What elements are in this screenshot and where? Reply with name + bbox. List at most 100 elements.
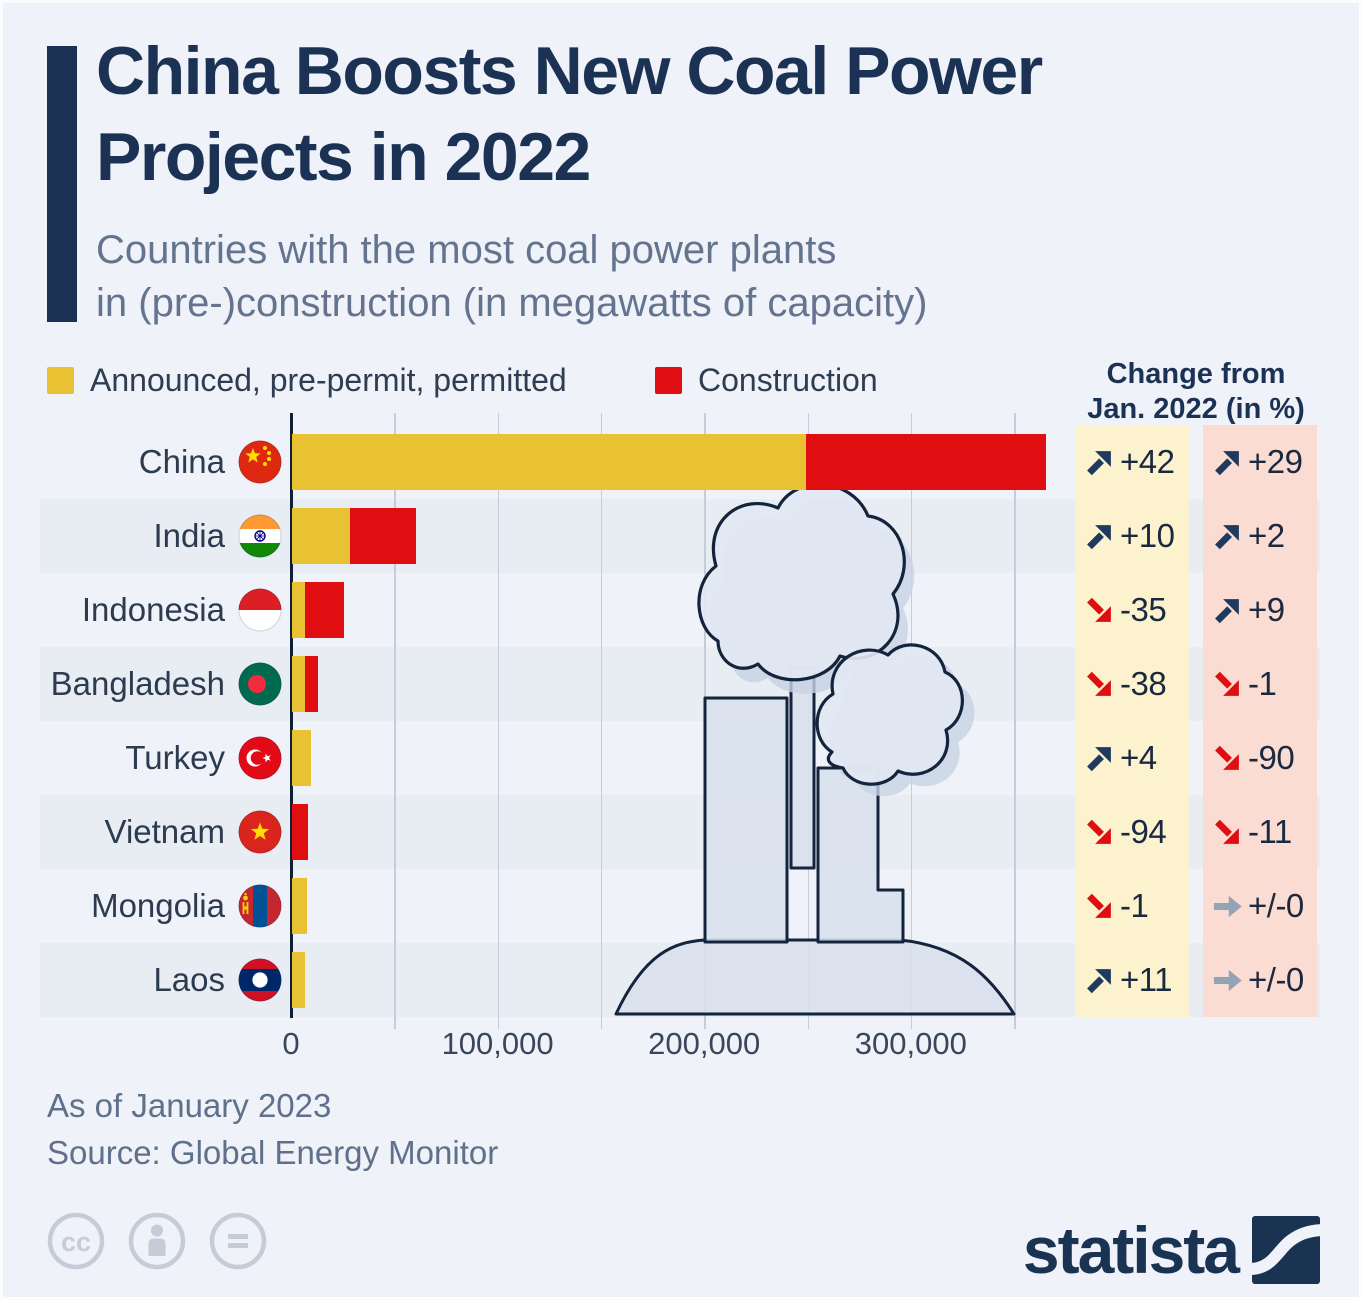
arrow-neutral-icon	[1213, 969, 1242, 991]
country-name: Turkey	[125, 739, 225, 776]
change-cell-construction: -11	[1203, 795, 1317, 869]
bar-announced	[292, 878, 307, 934]
change-value-announced: -35	[1120, 591, 1167, 628]
country-name: Mongolia	[91, 887, 225, 924]
legend-item-announced: Announced, pre-permit, permitted	[47, 362, 567, 399]
arrow-neutral-icon	[1213, 895, 1242, 917]
change-value-announced: +11	[1120, 961, 1173, 998]
arrow-down-icon	[1087, 671, 1111, 696]
statista-logo-icon	[1252, 1216, 1320, 1284]
change-header-line-2: Jan. 2022 (in %)	[1087, 393, 1305, 426]
axis-line	[289, 413, 293, 1018]
arrow-up-icon	[1087, 968, 1111, 993]
change-value-construction: -11	[1248, 813, 1292, 850]
change-cell-announced: -35	[1075, 573, 1189, 647]
change-cell-construction: -1	[1203, 647, 1317, 721]
title-line-2: Projects in 2022	[96, 119, 591, 196]
change-value-construction: +/-0	[1248, 887, 1304, 924]
arrow-up-icon	[1087, 450, 1111, 475]
title-accent-bar	[47, 46, 77, 322]
bar-announced	[292, 508, 350, 564]
gridline	[1014, 413, 1016, 1029]
country-row-label: China	[40, 425, 282, 499]
change-value-announced: +4	[1120, 739, 1157, 776]
subtitle-line-1: Countries with the most coal power plant…	[96, 228, 837, 272]
cc-by-person-icon	[128, 1212, 186, 1270]
change-header-line-1: Change from	[1106, 358, 1286, 390]
footnote: As of January 2023 Source: Global Energy…	[47, 1083, 498, 1177]
change-cell-announced: +42	[1075, 425, 1189, 499]
change-cell-announced: -38	[1075, 647, 1189, 721]
bar-announced	[292, 656, 306, 712]
legend-label-construction: Construction	[698, 362, 878, 398]
flag-bd-icon	[238, 662, 282, 706]
cc-icon: cc	[47, 1212, 105, 1270]
legend-swatch-red-icon	[655, 367, 682, 394]
change-value-announced: -1	[1120, 887, 1149, 924]
arrow-up-icon	[1087, 746, 1111, 771]
bar-announced	[292, 952, 306, 1008]
source-note: Source: Global Energy Monitor	[47, 1133, 499, 1171]
gridline	[600, 413, 603, 1029]
as-of-note: As of January 2023	[47, 1087, 332, 1124]
change-column-construction-bg	[1203, 425, 1317, 1017]
change-cell-construction: -90	[1203, 721, 1317, 795]
arrow-down-icon	[1087, 893, 1111, 918]
change-value-construction: -1	[1248, 665, 1277, 702]
change-cell-announced: -94	[1075, 795, 1189, 869]
change-cell-announced: +11	[1075, 943, 1189, 1017]
power-plant-illustration	[608, 483, 1022, 1016]
bar-construction	[292, 804, 308, 860]
change-cell-construction: +2	[1203, 499, 1317, 573]
arrow-up-icon	[1215, 598, 1239, 623]
change-value-announced: -94	[1120, 813, 1167, 850]
change-cell-announced: -1	[1075, 869, 1189, 943]
country-row-label: Vietnam	[40, 795, 282, 869]
arrow-down-icon	[1087, 819, 1111, 844]
svg-text:cc: cc	[61, 1227, 91, 1257]
arrow-down-icon	[1215, 671, 1239, 696]
change-column-announced-bg	[1075, 425, 1189, 1017]
change-cell-construction: +29	[1203, 425, 1317, 499]
bar-announced	[292, 582, 306, 638]
change-value-construction: +9	[1248, 591, 1285, 628]
flag-vn-icon	[238, 810, 282, 854]
country-row-label: Mongolia	[40, 869, 282, 943]
bar-construction	[806, 434, 1047, 490]
change-value-construction: +2	[1248, 517, 1285, 554]
statista-logo: statista	[1023, 1212, 1320, 1288]
x-tick-label: 0	[282, 1026, 300, 1061]
arrow-up-icon	[1215, 450, 1239, 475]
change-cell-construction: +9	[1203, 573, 1317, 647]
arrow-down-icon	[1087, 597, 1111, 622]
gridline	[394, 413, 396, 1029]
arrow-down-icon	[1215, 819, 1239, 844]
country-name: Indonesia	[81, 591, 225, 628]
arrow-down-icon	[1215, 745, 1239, 770]
change-column-header: Change from Jan. 2022 (in %)	[1056, 357, 1336, 428]
country-name: India	[153, 517, 225, 554]
country-name: Vietnam	[104, 813, 225, 850]
bar-construction	[349, 508, 416, 564]
page-title: China Boosts New Coal Power Projects in …	[96, 28, 1043, 201]
country-name: China	[138, 443, 225, 480]
change-cell-construction: +/-0	[1203, 943, 1317, 1017]
country-row-label: Laos	[40, 943, 282, 1017]
change-value-construction: -90	[1248, 739, 1295, 776]
title-line-1: China Boosts New Coal Power	[96, 33, 1043, 109]
x-tick-label: 300,000	[854, 1026, 967, 1061]
change-value-announced: +42	[1120, 443, 1175, 480]
arrow-up-icon	[1215, 524, 1239, 549]
legend-label-announced: Announced, pre-permit, permitted	[90, 362, 567, 398]
legend-item-construction: Construction	[655, 362, 878, 399]
bar-announced	[292, 730, 311, 786]
country-row-label: Indonesia	[40, 573, 282, 647]
country-name: Bangladesh	[50, 665, 225, 702]
country-row-label: Bangladesh	[40, 647, 282, 721]
gridline	[497, 413, 500, 1029]
bar-construction	[305, 582, 344, 638]
change-value-announced: +10	[1120, 517, 1175, 554]
cc-license-icons: cc	[45, 1210, 269, 1272]
change-cell-announced: +10	[1075, 499, 1189, 573]
